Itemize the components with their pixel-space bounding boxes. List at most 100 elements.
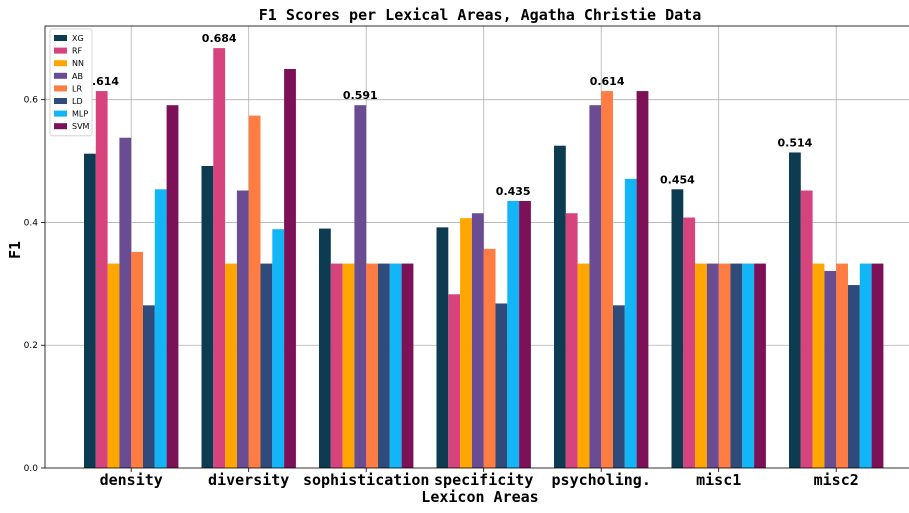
bar xyxy=(483,248,496,468)
bar xyxy=(95,91,108,469)
bar xyxy=(166,105,179,469)
bar xyxy=(601,91,613,469)
bar xyxy=(706,263,719,468)
bar xyxy=(260,263,273,468)
bar xyxy=(812,263,825,468)
legend-label: SVM xyxy=(72,122,90,131)
bar xyxy=(471,213,484,468)
x-axis-label: Lexicon Areas xyxy=(421,488,538,506)
legend-swatch xyxy=(54,98,67,104)
bar xyxy=(272,229,285,468)
bar xyxy=(507,200,520,469)
bar xyxy=(354,105,367,469)
bar xyxy=(789,152,801,468)
bars xyxy=(84,48,884,469)
bar xyxy=(589,105,602,469)
category-label: diversity xyxy=(208,471,289,489)
bar xyxy=(613,305,625,468)
bar xyxy=(718,263,731,468)
data-label: 0.614 xyxy=(590,75,625,88)
category-label: misc2 xyxy=(814,471,859,489)
bar xyxy=(554,145,566,469)
bar xyxy=(107,263,120,468)
bar xyxy=(201,165,214,468)
legend-label: AB xyxy=(72,72,83,81)
legend-swatch xyxy=(54,85,67,92)
legend-swatch xyxy=(54,110,67,117)
bar xyxy=(236,190,249,468)
bar xyxy=(800,190,813,468)
y-tick-label: 0.6 xyxy=(24,96,39,106)
bar xyxy=(859,263,872,468)
bar xyxy=(460,218,472,468)
bar xyxy=(730,263,743,468)
legend-swatch xyxy=(54,72,67,79)
legend-box xyxy=(49,28,93,137)
legend-label: MLP xyxy=(72,110,88,119)
bar xyxy=(695,263,707,468)
bar xyxy=(378,263,390,468)
bar xyxy=(342,263,355,468)
bar xyxy=(448,294,461,468)
bar xyxy=(284,68,296,468)
bar xyxy=(84,153,96,468)
data-label: 0.454 xyxy=(660,173,695,186)
bar xyxy=(213,48,226,468)
legend-swatch xyxy=(54,47,67,54)
y-axis-label: F1 xyxy=(6,241,24,259)
category-label: density xyxy=(100,471,163,489)
data-label: 0.514 xyxy=(778,136,813,149)
data-label: 0.435 xyxy=(496,185,531,198)
bar xyxy=(366,263,378,468)
legend-label: XG xyxy=(72,34,84,43)
bar xyxy=(519,200,531,469)
bar xyxy=(154,189,167,469)
bar xyxy=(848,285,860,468)
y-tick-label: 0.0 xyxy=(24,464,39,474)
category-label: psycholing. xyxy=(552,471,651,489)
bar xyxy=(683,217,696,468)
legend-label: RF xyxy=(72,47,83,56)
bar xyxy=(836,263,848,468)
category-label: sophistication xyxy=(303,471,429,489)
bar xyxy=(119,137,132,468)
legend-label: LR xyxy=(72,84,82,93)
category-label: specificity xyxy=(434,471,533,489)
legend-swatch xyxy=(54,123,67,130)
plot-frame xyxy=(44,25,909,469)
bar xyxy=(248,115,261,468)
data-labels: 0.614 0.684 0.591 0.435 0.614 0.454 0.514 xyxy=(84,32,812,198)
category-label: misc1 xyxy=(696,471,741,489)
bar xyxy=(565,213,578,468)
bar xyxy=(577,263,590,468)
bar xyxy=(871,263,884,468)
legend: XG RF NN AB LR LD MLP SVM xyxy=(49,28,93,137)
data-label: 0.591 xyxy=(343,89,378,102)
bar xyxy=(824,270,837,468)
data-label: 0.614 xyxy=(84,75,119,88)
bar xyxy=(636,91,649,469)
bar xyxy=(389,263,402,468)
legend-swatch xyxy=(54,35,67,41)
axes: 0.0 0.2 0.4 0.6 density diversity sophisticati… xyxy=(24,25,909,489)
y-tick-label: 0.4 xyxy=(24,218,39,228)
bar xyxy=(225,263,237,468)
bar xyxy=(319,228,331,468)
chart-title: F1 Scores per Lexical Areas, Agatha Chri… xyxy=(259,6,702,24)
legend-label: NN xyxy=(72,59,84,68)
bar xyxy=(436,227,449,468)
data-label: 0.684 xyxy=(202,32,237,45)
bar xyxy=(495,303,508,468)
bar xyxy=(754,263,766,468)
bar xyxy=(624,178,637,468)
bar xyxy=(742,263,755,468)
legend-swatch xyxy=(54,60,67,67)
bar xyxy=(671,189,684,469)
bar xyxy=(131,251,143,468)
y-tick-label: 0.2 xyxy=(24,341,38,351)
bar xyxy=(330,263,343,468)
bar xyxy=(401,263,414,468)
legend-label: LD xyxy=(72,97,83,106)
